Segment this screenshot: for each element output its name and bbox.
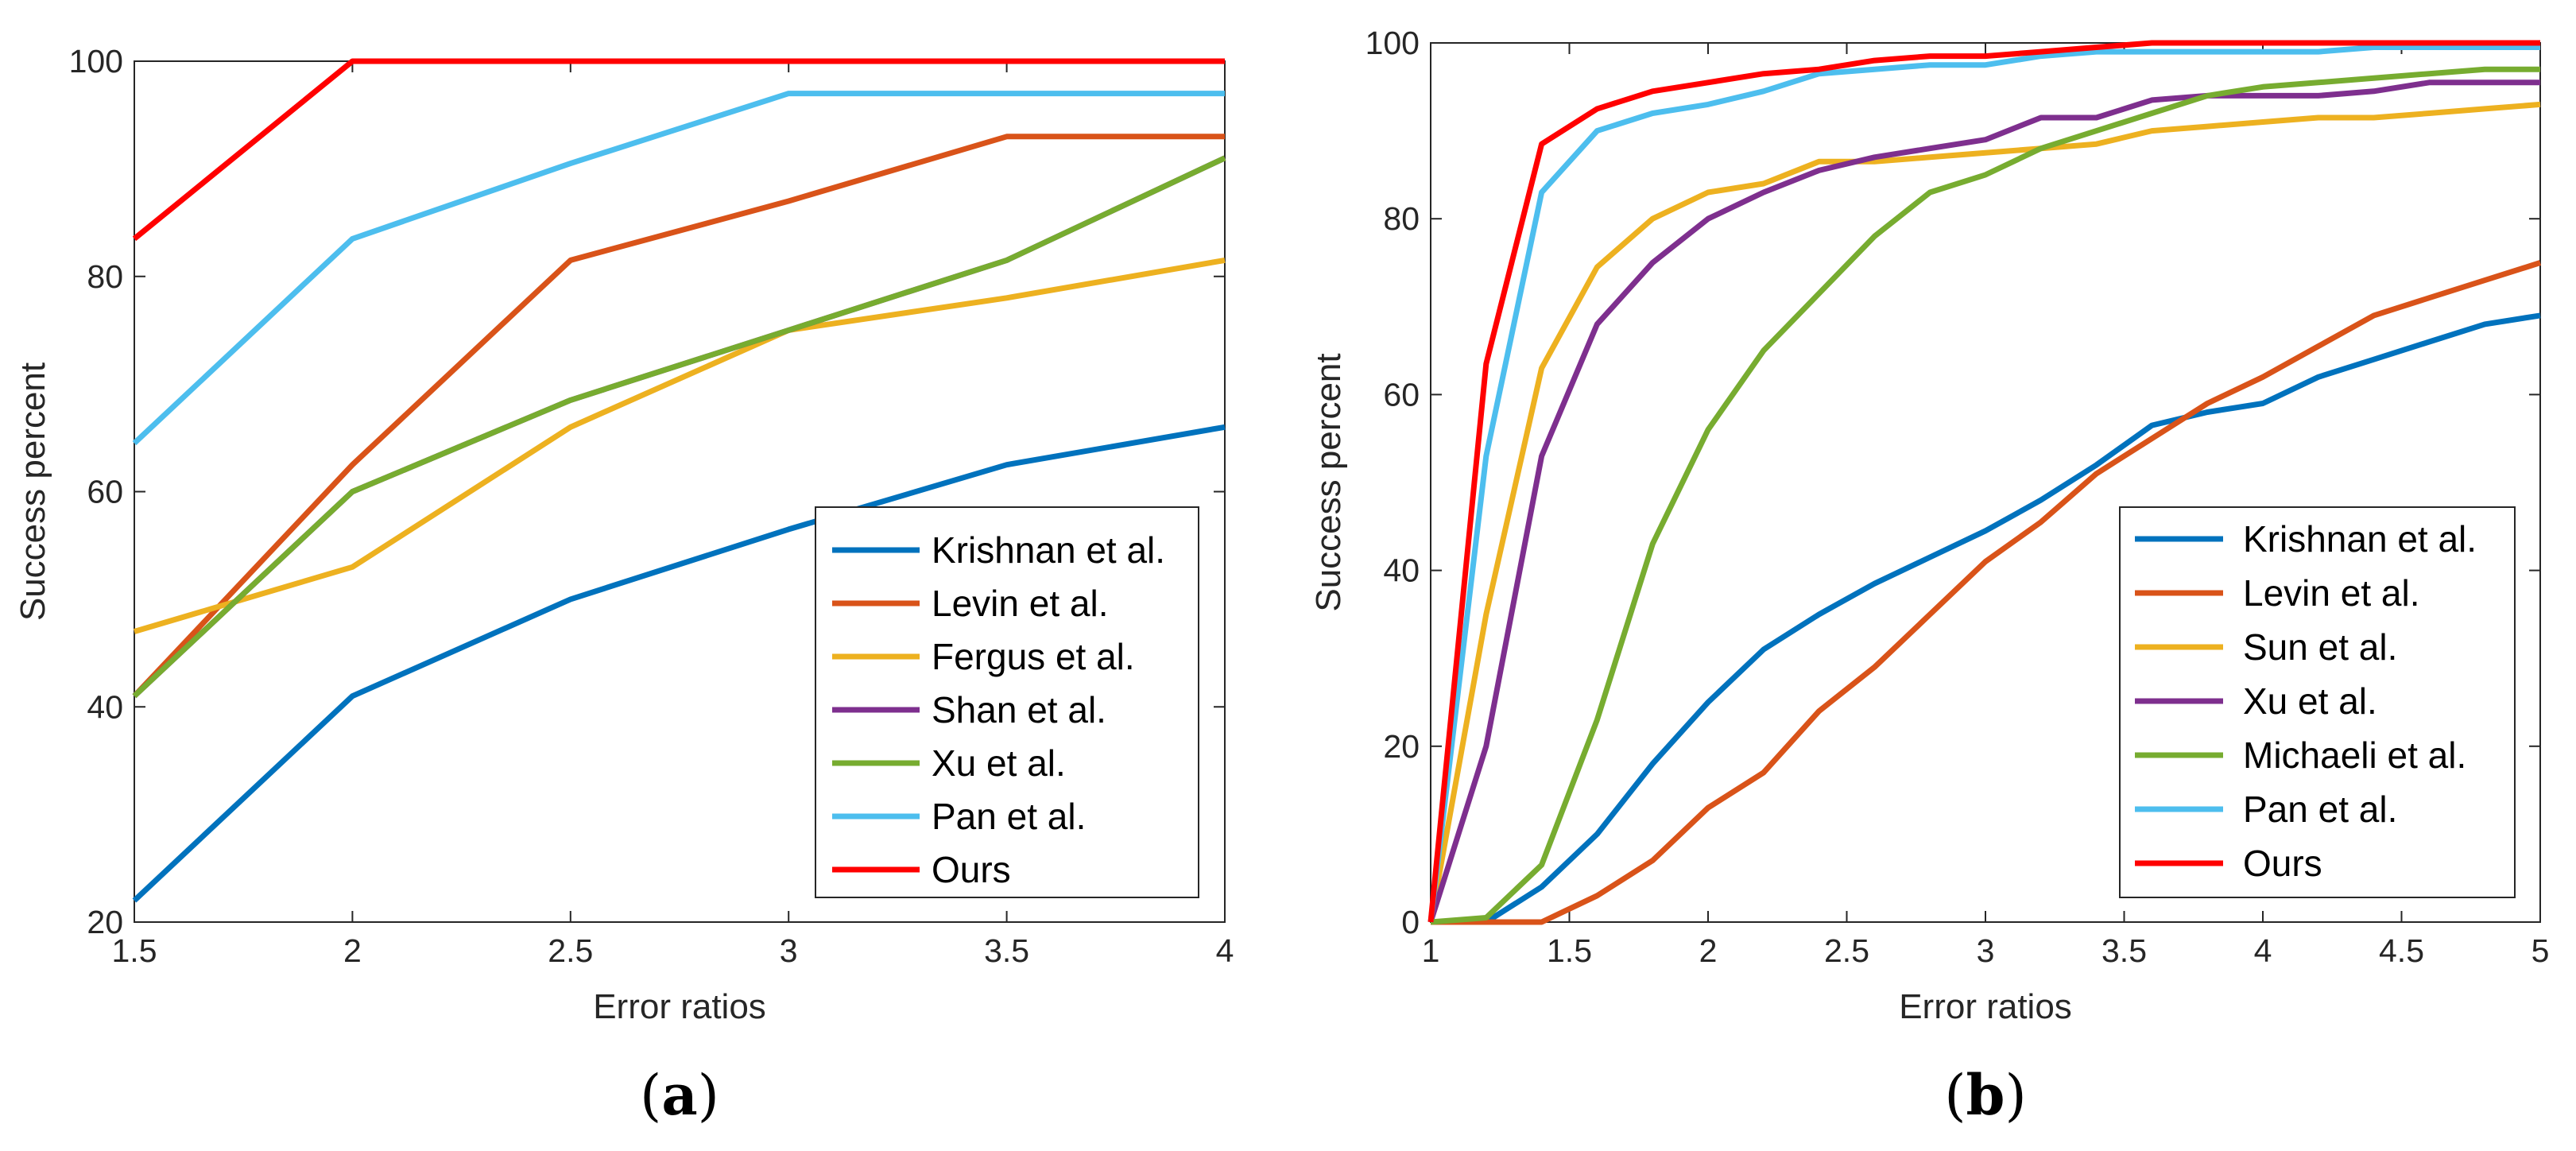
legend-entry-label: Pan et al. [932,796,1086,837]
x-tick-label: 5 [2531,932,2550,969]
x-tick-label: 4.5 [2379,932,2424,969]
panel-letter: b [1966,1062,2005,1128]
y-tick-label: 100 [1365,25,1420,61]
x-tick-label: 4 [1216,932,1234,969]
x-tick-label: 1.5 [112,932,157,969]
legend-entry-label: Krishnan et al. [2243,518,2477,560]
series-line-levin-et-al [132,134,1225,699]
series-line-krishnan-et-al [1431,312,2541,925]
legend-entry-label: Fergus et al. [932,636,1135,677]
series-line-levin-et-al [1431,260,2542,925]
x-tick-label: 1 [1422,932,1440,969]
y-tick-label: 100 [69,43,123,79]
legend-entry-label: Ours [932,849,1011,890]
y-tick-label: 40 [87,688,123,725]
y-axis-title: Success percent [14,362,52,621]
y-tick-label: 20 [1383,728,1420,765]
y-tick-label: 20 [87,904,123,940]
x-tick-label: 3.5 [2101,932,2147,969]
x-tick-label: 3.5 [984,932,1029,969]
series-line-ours [132,58,1225,242]
legend-entry-label: Ours [2243,843,2322,884]
x-axis-title: Error ratios [1899,987,2072,1026]
legend-entry-label: Pan et al. [2243,789,2397,830]
legend-entry-label: Levin et al. [2243,572,2419,614]
x-tick-label: 2.5 [1824,932,1869,969]
legend-entry-label: Xu et al. [932,742,1066,784]
series-line-xu-et-al [1427,79,2540,924]
series-line-ours [1427,40,2540,923]
panel-label: (b) [1944,1062,2027,1128]
legend-entry-label: Levin et al. [932,583,1108,624]
x-axis-title: Error ratios [593,987,766,1026]
y-axis-title: Success percent [1309,353,1348,611]
x-tick-label: 2 [343,932,362,969]
series-line-michaeli-et-al [1430,66,2540,925]
panel-letter: a [661,1062,697,1128]
x-tick-label: 1.5 [1547,932,1592,969]
series-line-pan-et-al [132,91,1225,446]
legend-entry-label: Krishnan et al. [932,529,1165,571]
chart-panel-a: 1.5 2 2.5 3 3.5 4 20 40 60 80 100 Krishnan et al. Le… [14,43,1234,1128]
y-tick-label: 60 [87,474,123,510]
series-line-pan-et-al [1427,45,2540,923]
series-line-sun-et-al [1427,101,2541,923]
x-tick-label: 4 [2254,932,2272,969]
legend-entry-label: Sun et al. [2243,626,2397,668]
y-tick-label: 0 [1401,904,1420,940]
series-line-fergus-et-al [134,257,1226,634]
y-tick-label: 40 [1383,552,1420,589]
legend-box [815,506,1199,898]
legend-entry-label: Shan et al. [932,689,1106,731]
y-tick-label: 80 [87,258,123,295]
y-tick-label: 80 [1383,200,1420,237]
series-line-krishnan-et-al [132,424,1226,903]
series-line-xu-et-al [132,155,1226,699]
x-tick-label: 2 [1699,932,1718,969]
panel-label: (a) [640,1062,719,1128]
x-tick-label: 3 [1977,932,1995,969]
x-tick-label: 3 [780,932,798,969]
y-tick-label: 60 [1383,376,1420,413]
chart-panel-b: 1 1.5 2 2.5 3 3.5 4 4.5 5 0 20 40 60 80 100 Krishnan et… [1309,25,2549,1128]
x-tick-label: 2.5 [548,932,593,969]
legend-entry-label: Michaeli et al. [2243,734,2466,776]
legend-entry-label: Xu et al. [2243,680,2377,722]
